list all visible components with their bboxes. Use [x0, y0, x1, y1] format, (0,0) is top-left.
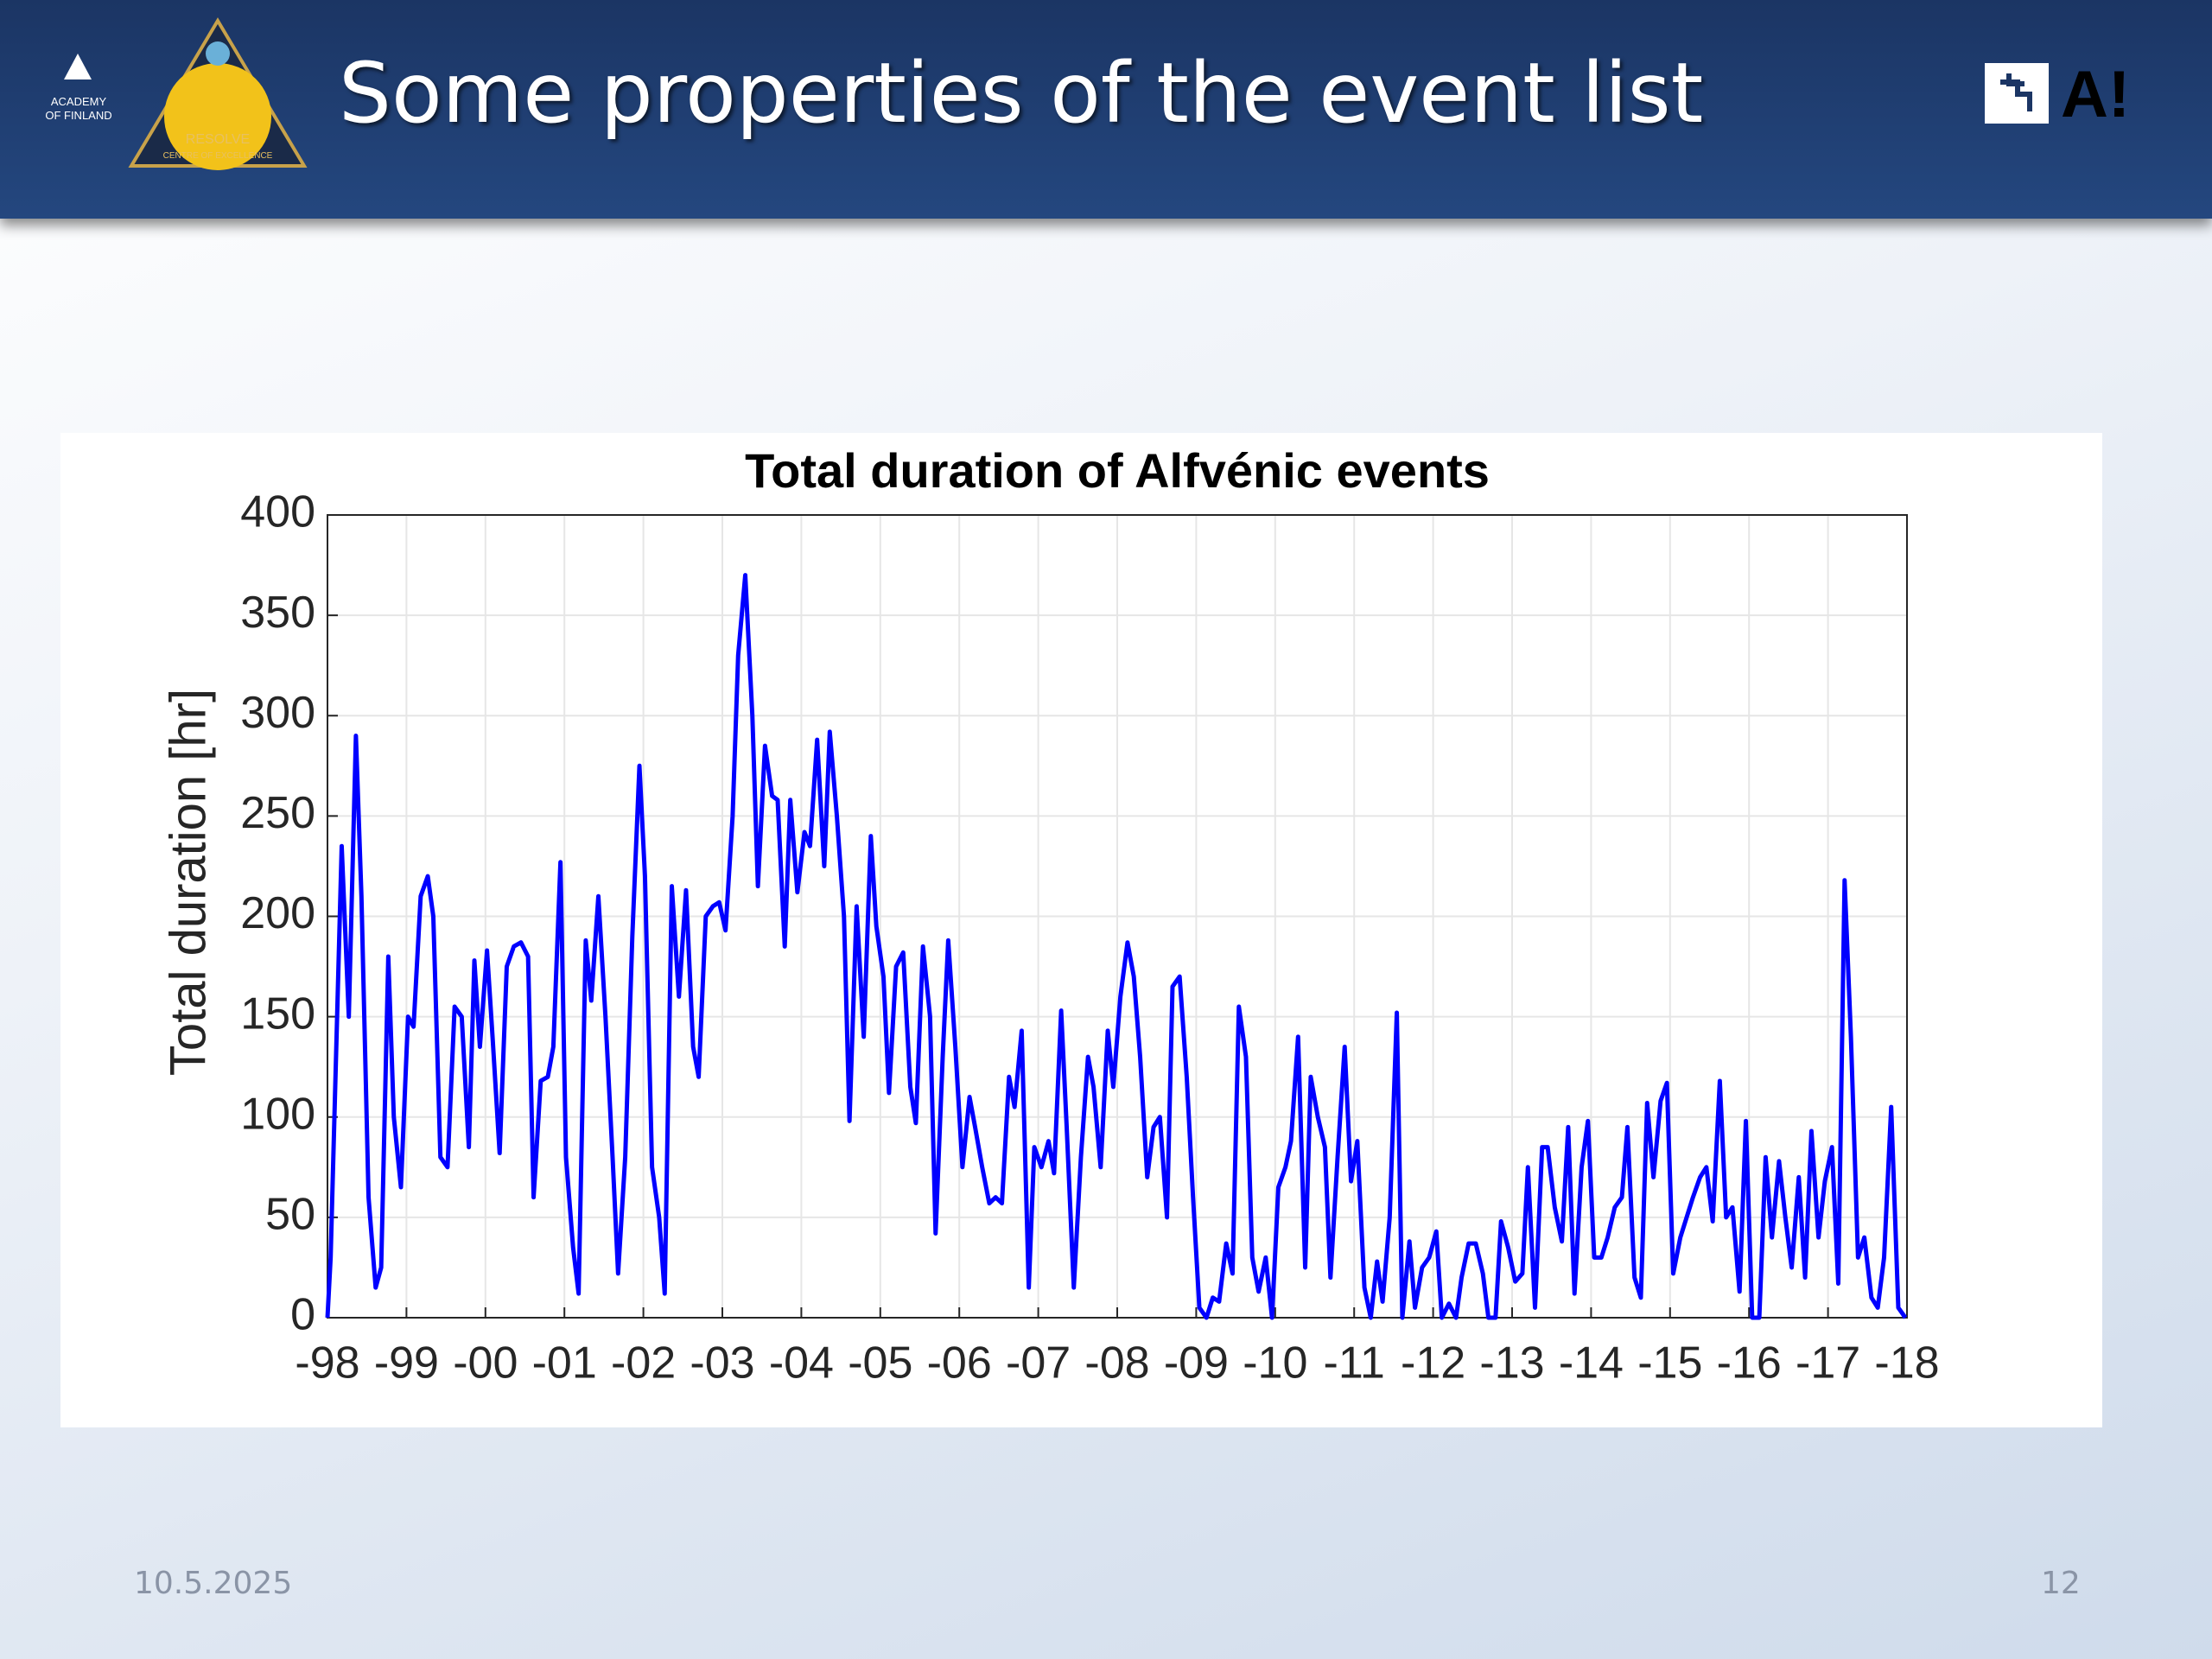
x-tick-label: -15 — [1637, 1338, 1702, 1389]
x-tick-label: -17 — [1796, 1338, 1860, 1389]
y-tick-label: 300 — [240, 688, 315, 738]
y-tick-label: 200 — [240, 888, 315, 938]
x-tick-label: -05 — [848, 1338, 912, 1389]
logo-text: RESOLVE — [186, 132, 250, 147]
x-tick-label: -11 — [1324, 1338, 1385, 1389]
chart-title: Total duration of Alfvénic events — [745, 443, 1490, 498]
y-tick-label: 150 — [240, 988, 315, 1039]
x-tick-label: -01 — [532, 1338, 597, 1389]
y-tick-label: 350 — [240, 588, 315, 638]
y-tick-label: 0 — [290, 1290, 315, 1340]
x-tick-label: -16 — [1717, 1338, 1782, 1389]
x-tick-label: -03 — [690, 1338, 754, 1389]
x-tick-label: -18 — [1874, 1338, 1939, 1389]
x-tick-label: -04 — [769, 1338, 834, 1389]
resolve-sun — [164, 63, 271, 170]
chart: Total duration of Alfvénic events Total … — [160, 443, 1939, 1389]
logo-text: CENTRE OF EXCELLENCE — [163, 151, 273, 161]
header: ACADEMY OF FINLAND RESOLVE CENTRE OF EXC… — [0, 0, 2212, 219]
x-tick-label: -13 — [1479, 1338, 1544, 1389]
y-tick-label: 50 — [265, 1190, 315, 1240]
y-tick-label: 400 — [240, 487, 315, 537]
resolve-globe — [206, 41, 230, 66]
logos: ACADEMY OF FINLAND RESOLVE CENTRE OF EXC… — [45, 17, 308, 170]
x-tick-label: -98 — [295, 1338, 359, 1389]
aalto-logo: A! — [2061, 58, 2130, 131]
x-tick-label: -00 — [453, 1338, 518, 1389]
slide-date: 10.5.2025 — [134, 1566, 293, 1601]
logo-text: ACADEMY — [51, 95, 107, 108]
aalto-logos: A! — [1985, 58, 2130, 131]
y-axis-label: Total duration [hr] — [160, 689, 216, 1076]
x-tick-label: -07 — [1006, 1338, 1071, 1389]
x-tick-label: -06 — [927, 1338, 992, 1389]
x-tick-label: -02 — [611, 1338, 676, 1389]
x-tick-label: -08 — [1084, 1338, 1149, 1389]
y-tick-label: 100 — [240, 1089, 315, 1139]
x-tick-label: -12 — [1401, 1338, 1465, 1389]
chart-panel: Total duration of Alfvénic events Total … — [60, 433, 2102, 1427]
logo-text: OF FINLAND — [45, 109, 111, 122]
x-tick-label: -10 — [1243, 1338, 1307, 1389]
x-tick-label: -99 — [374, 1338, 439, 1389]
page-number: 12 — [2041, 1566, 2081, 1601]
x-tick-label: -14 — [1559, 1338, 1624, 1389]
x-tick-label: -09 — [1164, 1338, 1229, 1389]
academy-logo — [64, 54, 92, 79]
y-tick-label: 250 — [240, 788, 315, 838]
logo-pattern — [2000, 73, 2032, 111]
slide-title: Some properties of the event list — [339, 45, 1704, 142]
axes-box — [327, 514, 1908, 1319]
data-line — [325, 573, 1908, 1320]
